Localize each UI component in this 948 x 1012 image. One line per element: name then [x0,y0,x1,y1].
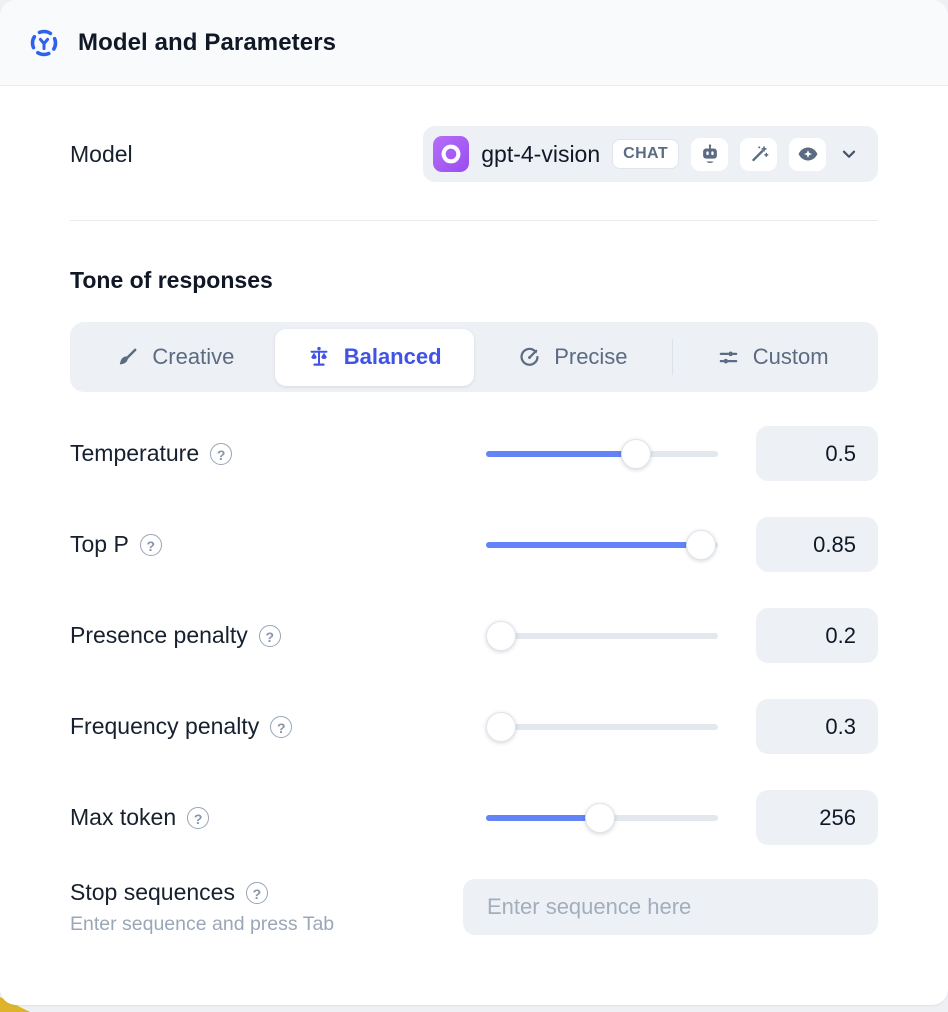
paintbrush-icon [116,346,139,369]
panel-title: Model and Parameters [78,28,337,56]
section-divider [70,220,878,221]
tone-option-balanced[interactable]: Balanced [274,328,474,386]
param-row-top-p: Top P ? 0.85 [70,517,878,572]
tone-option-precise[interactable]: Precise [474,329,673,386]
top-p-value[interactable]: 0.85 [756,517,878,572]
frequency-penalty-slider[interactable] [486,711,718,742]
tone-option-label: Custom [752,344,829,369]
max-token-value[interactable]: 256 [756,790,878,845]
help-icon[interactable]: ? [139,533,162,556]
presence-penalty-value[interactable]: 0.2 [756,608,878,663]
model-name: gpt-4-vision [481,140,601,167]
stop-sequences-input[interactable] [463,879,878,935]
presence-penalty-slider[interactable] [486,620,718,651]
param-row-presence-penalty: Presence penalty ? 0.2 [70,608,878,663]
param-label: Presence penalty [70,622,248,648]
slider-thumb[interactable] [685,529,716,560]
tone-option-label: Precise [554,344,628,369]
model-label: Model [70,140,133,167]
tone-option-label: Creative [152,344,235,369]
param-row-temperature: Temperature ? 0.5 [70,426,878,481]
target-arrow-icon [518,346,541,369]
chevron-down-icon[interactable] [838,143,860,165]
slider-thumb[interactable] [621,438,652,469]
stop-sequences-row: Stop sequences ? Enter sequence and pres… [70,879,878,936]
max-token-slider[interactable] [486,802,718,833]
tone-segmented-control: Creative Balanced [70,322,878,392]
frequency-penalty-value[interactable]: 0.3 [756,699,878,754]
model-select[interactable]: gpt-4-vision CHAT [423,126,878,182]
magic-wand-icon [740,137,777,171]
temperature-value[interactable]: 0.5 [756,426,878,481]
temperature-slider[interactable] [486,438,718,469]
slider-thumb[interactable] [486,711,516,742]
param-label: Temperature [70,440,200,466]
robot-icon [691,137,728,171]
tone-heading: Tone of responses [70,267,273,293]
sliders-icon [717,346,740,369]
help-icon[interactable]: ? [245,881,268,904]
model-hub-icon [28,27,60,59]
tone-option-label: Balanced [343,344,442,369]
eye-icon [789,137,826,171]
param-label: Frequency penalty [70,713,260,739]
model-row: Model gpt-4-vision [70,126,878,182]
slider-thumb[interactable] [584,802,615,833]
param-label: Max token [70,804,177,830]
tone-option-custom[interactable]: Custom [673,329,872,386]
param-label: Top P [70,531,129,557]
tone-option-creative[interactable]: Creative [76,329,275,386]
param-row-max-token: Max token ? 256 [70,790,878,845]
slider-thumb[interactable] [486,620,516,651]
top-p-slider[interactable] [486,529,718,560]
stop-sequences-label: Stop sequences [70,879,235,905]
openai-logo [433,136,470,172]
balance-scale-icon [307,345,331,369]
model-type-badge: CHAT [612,139,679,169]
help-icon[interactable]: ? [187,806,210,829]
stop-sequences-hint: Enter sequence and press Tab [70,913,335,935]
param-row-frequency-penalty: Frequency penalty ? 0.3 [70,699,878,754]
help-icon[interactable]: ? [258,624,281,647]
segmented-divider [672,339,674,375]
help-icon[interactable]: ? [210,442,233,465]
help-icon[interactable]: ? [270,715,293,738]
panel-header: Model and Parameters [0,0,948,86]
